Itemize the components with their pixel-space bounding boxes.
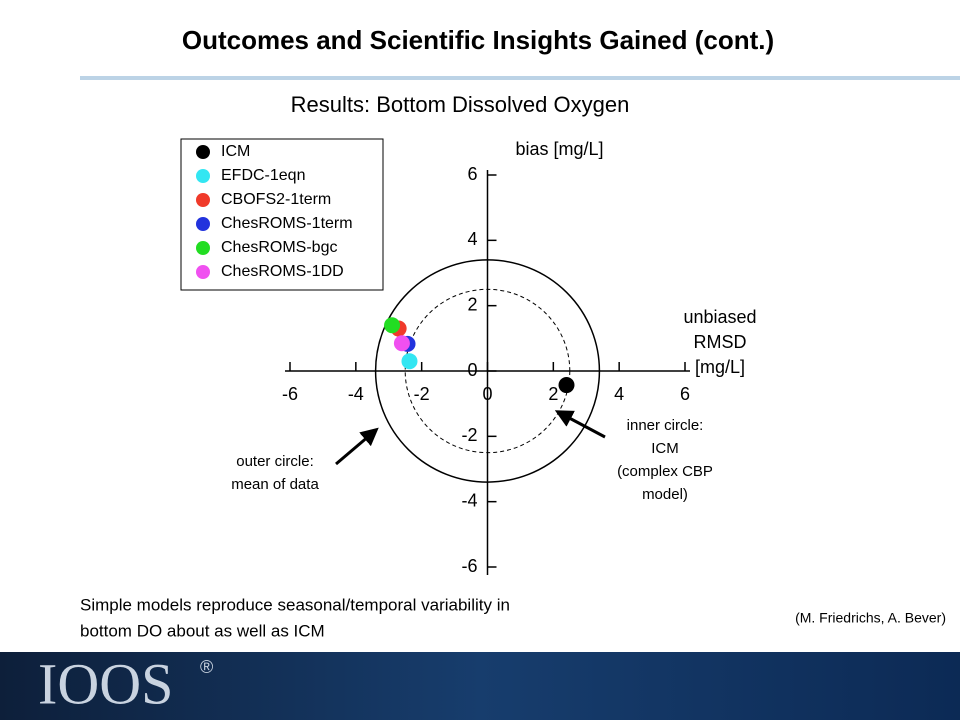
point: [558, 377, 575, 394]
x-tick-label: -2: [414, 384, 430, 404]
footer-bar: [0, 652, 960, 720]
x-axis-label: RMSD: [694, 332, 747, 352]
y-tick-label: -6: [461, 556, 477, 576]
y-tick-label: 6: [467, 164, 477, 184]
x-tick-label: 0: [482, 384, 492, 404]
y-tick-label: -4: [461, 490, 477, 510]
credit: (M. Friedrichs, A. Bever): [795, 610, 946, 626]
point: [384, 317, 401, 334]
legend-label: ICM: [221, 143, 250, 160]
annotation: mean of data: [231, 476, 319, 493]
annotation: (complex CBP: [617, 463, 713, 480]
x-tick-label: 2: [548, 384, 558, 404]
annotation: outer circle:: [236, 453, 314, 470]
legend-marker: [196, 241, 210, 255]
y-tick-label: 4: [467, 229, 477, 249]
y-tick-label: 2: [467, 294, 477, 314]
logo-mark: ®: [200, 657, 213, 677]
legend-label: ChesROMS-1term: [221, 215, 353, 232]
logo: IOOS: [38, 651, 173, 716]
x-axis-label: unbiased: [683, 307, 756, 327]
legend-label: ChesROMS-bgc: [221, 239, 337, 256]
legend-label: CBOFS2-1term: [221, 191, 331, 208]
body-line: bottom DO about as well as ICM: [80, 621, 325, 640]
legend-marker: [196, 145, 210, 159]
x-tick-label: 6: [680, 384, 690, 404]
point: [401, 353, 418, 370]
body-line: Simple models reproduce seasonal/tempora…: [80, 595, 510, 614]
legend-marker: [196, 169, 210, 183]
legend-marker: [196, 217, 210, 231]
y-tick-label: 0: [467, 360, 477, 380]
x-tick-label: 4: [614, 384, 624, 404]
title-rule: [80, 76, 960, 80]
annotation: model): [642, 486, 688, 503]
arrow: [554, 410, 606, 439]
x-tick-label: -4: [348, 384, 364, 404]
legend-label: ChesROMS-1DD: [221, 263, 344, 280]
legend-marker: [196, 265, 210, 279]
point: [393, 335, 410, 352]
x-axis-label: [mg/L]: [695, 357, 745, 377]
legend-box: [180, 138, 384, 291]
legend-label: EFDC-1eqn: [221, 167, 305, 184]
annotation: inner circle:: [627, 417, 704, 434]
reference-circle: [374, 259, 601, 483]
y-axis-label: bias [mg/L]: [516, 139, 604, 159]
y-tick-label: -2: [461, 425, 477, 445]
x-tick-label: -6: [282, 384, 298, 404]
chart-title: Results: Bottom Dissolved Oxygen: [291, 92, 630, 117]
arrow: [335, 427, 379, 466]
reference-circle: [404, 288, 571, 454]
slide-title: Outcomes and Scientific Insights Gained …: [182, 25, 774, 55]
annotation: ICM: [651, 440, 679, 457]
legend-marker: [196, 193, 210, 207]
